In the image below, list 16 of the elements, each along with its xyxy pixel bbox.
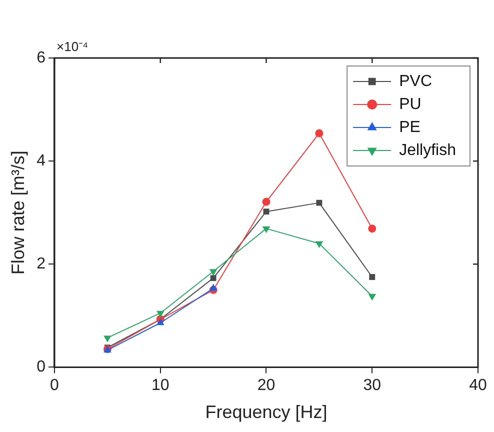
x-tick-label: 20 [257, 377, 276, 394]
x-tick-label: 0 [50, 377, 60, 394]
y-tick-label: 2 [36, 256, 46, 273]
text: ×10⁻⁴ [56, 39, 88, 54]
legend-label: PVC [399, 72, 432, 90]
y-axis-title: Flow rate [m³/s] [8, 150, 28, 275]
y-tick-label: 0 [36, 358, 46, 376]
legend-label: PE [399, 118, 420, 136]
legend-label: Jellyfish [399, 142, 456, 159]
x-tick-label: 40 [469, 377, 487, 394]
y-tick-label: 6 [36, 49, 46, 66]
x-tick-label: 10 [151, 377, 170, 394]
legend-label: PU [399, 96, 422, 113]
x-axis-title: Frequency [Hz] [205, 402, 328, 422]
y-tick-label: 4 [36, 152, 46, 170]
x-tick-label: 30 [363, 377, 382, 394]
